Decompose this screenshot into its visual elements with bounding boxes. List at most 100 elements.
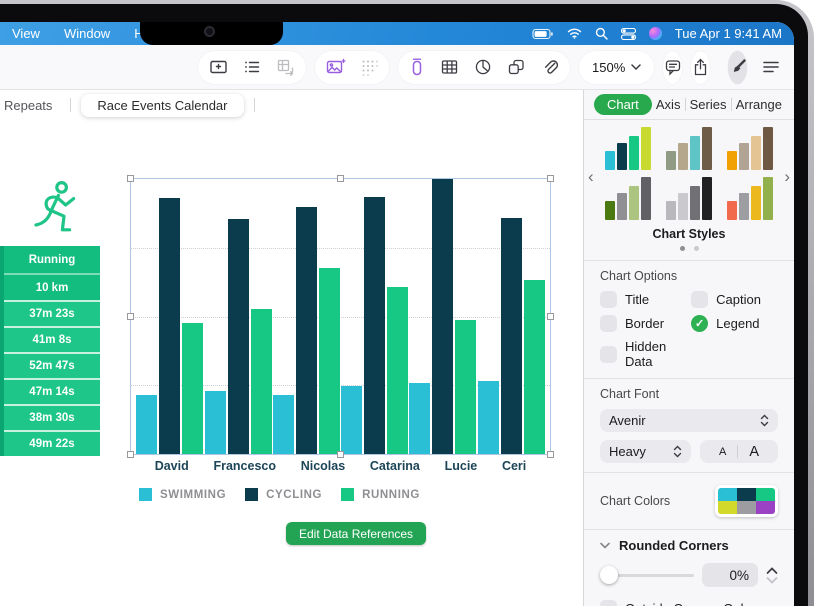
sheet-tab-race-events-calendar[interactable]: Race Events Calendar: [81, 93, 244, 117]
chart-options-section: Chart Options ✓ Title ✓ Caption ✓ Border: [584, 260, 794, 378]
legend-swatch: [341, 488, 355, 501]
media-icon[interactable]: [326, 58, 346, 76]
share-button[interactable]: [691, 50, 711, 84]
font-weight-select[interactable]: Heavy: [600, 440, 691, 463]
legend-item-cycling: CYCLING: [245, 488, 322, 501]
chart-colors-swatch[interactable]: [715, 485, 778, 517]
checkbox-outside-corners-only[interactable]: ✓ Outside Corners Only: [600, 600, 778, 606]
bar-swimming-francesco[interactable]: [204, 391, 226, 454]
disclosure-down-icon[interactable]: [600, 542, 610, 549]
shapes-icon[interactable]: [507, 58, 526, 76]
bar-cycling-catarina[interactable]: [364, 197, 386, 454]
view-options-button[interactable]: [762, 60, 780, 74]
runner-icon[interactable]: [28, 180, 76, 243]
selection-handle[interactable]: [547, 175, 554, 182]
page-dot[interactable]: [679, 246, 685, 251]
sheet-tab-bar: Repeats Race Events Calendar: [0, 90, 583, 120]
grid-dots-icon[interactable]: [361, 59, 378, 76]
chart-style-thumb-5[interactable]: [665, 177, 714, 220]
zoom-control[interactable]: 150%: [579, 50, 655, 84]
table-cell[interactable]: 38m 30s: [4, 404, 100, 430]
bar-running-francesco[interactable]: [250, 309, 272, 454]
table-cell[interactable]: 37m 23s: [4, 300, 100, 326]
bar-cycling-ceri[interactable]: [500, 217, 522, 454]
selection-handle[interactable]: [336, 175, 344, 182]
chart-style-thumb-6[interactable]: [725, 177, 774, 220]
rounded-corners-value[interactable]: 0%: [702, 563, 758, 587]
value-stepper[interactable]: [766, 566, 778, 584]
chart-icon[interactable]: [474, 58, 492, 76]
edit-data-references-button[interactable]: Edit Data References: [286, 522, 427, 545]
checkbox-border[interactable]: ✓ Border: [600, 315, 691, 332]
selection-handle[interactable]: [336, 451, 344, 458]
format-inspector: Chart Axis Series Arrange ‹ › Chart Styl…: [584, 90, 794, 606]
chart-style-thumb-2[interactable]: [665, 127, 714, 170]
bar-running-ceri[interactable]: [523, 280, 545, 454]
sheet-tab-repeats[interactable]: Repeats: [4, 97, 53, 113]
comment-icon: [665, 60, 680, 76]
eraser-icon[interactable]: [409, 57, 425, 77]
page-dot[interactable]: [693, 246, 699, 251]
bar-running-david[interactable]: [182, 322, 204, 454]
chart-style-thumb-4[interactable]: [604, 177, 653, 220]
tab-series[interactable]: Series: [689, 97, 727, 112]
carousel-prev-icon[interactable]: ‹: [588, 167, 594, 186]
bar-running-nicolas[interactable]: [318, 267, 340, 454]
table-header-cell[interactable]: 10 km: [4, 273, 100, 300]
tab-chart[interactable]: Chart: [594, 94, 652, 115]
checkbox-caption[interactable]: ✓ Caption: [691, 291, 778, 308]
bar-cycling-nicolas[interactable]: [295, 207, 317, 454]
comment-button[interactable]: [663, 50, 683, 84]
table-paste-icon[interactable]: [276, 58, 295, 76]
bar-running-catarina[interactable]: [387, 287, 409, 454]
table-icon[interactable]: [440, 58, 459, 76]
bar-swimming-ceri[interactable]: [477, 381, 499, 454]
attach-icon[interactable]: [541, 58, 559, 76]
bar-cycling-lucie[interactable]: [432, 179, 454, 454]
font-family-select[interactable]: Avenir: [600, 409, 778, 432]
results-table[interactable]: Running 10 km 37m 23s 41m 8s 52m 47s 47m…: [0, 246, 100, 456]
selected-bar-chart[interactable]: [127, 175, 554, 458]
bar-swimming-david[interactable]: [136, 394, 158, 454]
bar-running-lucie[interactable]: [455, 319, 477, 454]
list-icon[interactable]: [243, 58, 261, 76]
bar-swimming-lucie[interactable]: [409, 383, 431, 454]
bar-cycling-david[interactable]: [159, 198, 181, 454]
bar-cycling-francesco[interactable]: [227, 219, 249, 454]
control-center-icon[interactable]: [620, 27, 636, 40]
checkbox-hidden-data[interactable]: ✓ Hidden Data: [600, 339, 691, 369]
increase-font-button[interactable]: A: [749, 443, 759, 460]
checkbox-title[interactable]: ✓ Title: [600, 291, 691, 308]
selection-handle[interactable]: [547, 451, 554, 458]
table-cell[interactable]: 52m 47s: [4, 352, 100, 378]
chart-style-thumb-3[interactable]: [725, 127, 774, 170]
selection-handle[interactable]: [127, 451, 134, 458]
bar-swimming-nicolas[interactable]: [272, 395, 294, 454]
segment-separator: [737, 445, 739, 458]
siri-icon[interactable]: [648, 27, 662, 40]
tab-axis[interactable]: Axis: [655, 97, 681, 112]
selection-handle[interactable]: [127, 312, 134, 320]
bar-swimming-catarina[interactable]: [341, 385, 363, 454]
table-cell[interactable]: 47m 14s: [4, 378, 100, 404]
carousel-next-icon[interactable]: ›: [784, 167, 790, 186]
table-cell[interactable]: 41m 8s: [4, 326, 100, 352]
table-header-cell[interactable]: Running: [4, 246, 100, 273]
menu-view[interactable]: View: [12, 26, 40, 41]
chart-style-thumb-1[interactable]: [604, 127, 653, 170]
search-icon[interactable]: [595, 27, 608, 40]
decrease-font-button[interactable]: A: [718, 445, 727, 458]
chevron-down-icon: [631, 64, 641, 70]
page-dots: [604, 246, 774, 251]
x-label: Lucie: [444, 459, 478, 473]
insert-box-icon[interactable]: [209, 58, 228, 76]
menu-window[interactable]: Window: [63, 26, 111, 41]
selection-handle[interactable]: [127, 175, 134, 182]
checkbox-legend[interactable]: ✓ Legend: [691, 315, 778, 332]
table-cell[interactable]: 49m 22s: [4, 430, 100, 456]
selection-handle[interactable]: [547, 312, 554, 320]
tab-arrange[interactable]: Arrange: [735, 97, 782, 112]
format-brush-button[interactable]: [728, 50, 748, 84]
rounded-corners-slider[interactable]: [600, 566, 694, 584]
slider-knob[interactable]: [600, 566, 618, 584]
